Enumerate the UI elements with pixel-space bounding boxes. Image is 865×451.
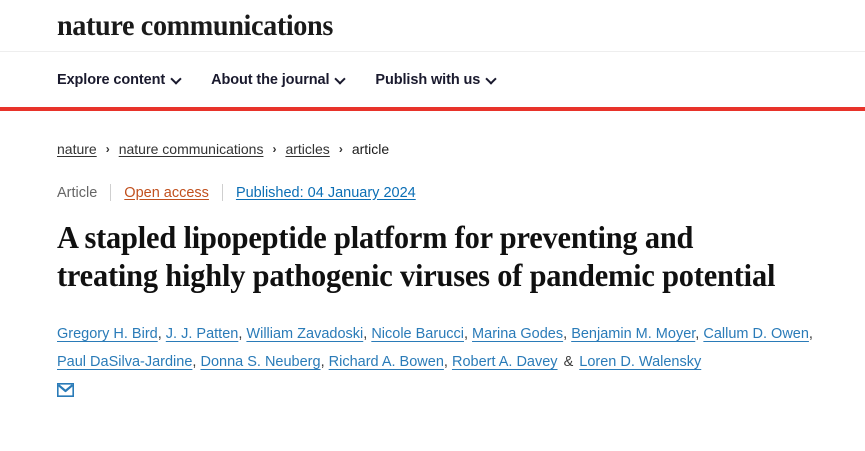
author-link[interactable]: Richard A. Bowen: [328, 354, 444, 371]
author-separator: ,: [695, 325, 704, 342]
masthead: nature communications: [0, 0, 865, 52]
author-link[interactable]: Donna S. Neuberg: [200, 354, 321, 371]
author-separator: ,: [463, 325, 473, 342]
breadcrumb-item-nature-communications[interactable]: nature communications: [118, 141, 264, 157]
author-separator: ,: [157, 325, 166, 342]
meta-divider: [110, 184, 112, 201]
author-separator: ,: [808, 325, 813, 342]
author-conjunction: &: [559, 354, 578, 371]
nav-item-about-the-journal[interactable]: About the journal: [211, 72, 345, 88]
published-date-link[interactable]: Published: 04 January 2024: [235, 184, 416, 201]
open-access-link[interactable]: Open access: [124, 184, 209, 201]
primary-navigation: Explore content About the journal Publis…: [0, 52, 865, 107]
article-meta: Article Open access Published: 04 Januar…: [57, 184, 841, 201]
author-separator: ,: [192, 354, 201, 371]
nav-label-explore-content: Explore content: [57, 71, 166, 88]
breadcrumb-item-nature[interactable]: nature: [57, 141, 97, 157]
breadcrumb-item-articles[interactable]: articles: [285, 141, 330, 157]
nav-label-about-the-journal: About the journal: [211, 71, 330, 88]
breadcrumb-separator-icon: ›: [105, 142, 110, 156]
author-link[interactable]: J. J. Patten: [165, 325, 239, 342]
author-link[interactable]: Marina Godes: [472, 325, 564, 342]
author-separator: ,: [563, 325, 572, 342]
author-link[interactable]: Benjamin M. Moyer: [571, 325, 696, 342]
author-link[interactable]: William Zavadoski: [246, 325, 364, 342]
author-link[interactable]: Paul DaSilva-Jardine: [57, 354, 193, 371]
author-list: Gregory H. Bird, J. J. Patten, William Z…: [57, 320, 841, 377]
page-title: A stapled lipopeptide platform for preve…: [57, 220, 776, 294]
chevron-down-icon: [336, 74, 345, 83]
envelope-icon[interactable]: [56, 382, 75, 398]
journal-logo[interactable]: nature communications: [57, 8, 333, 42]
author-link[interactable]: Loren D. Walensky: [579, 354, 702, 371]
author-separator: ,: [320, 354, 329, 371]
breadcrumb-separator-icon: ›: [338, 142, 343, 156]
meta-divider: [221, 184, 223, 201]
author-separator: ,: [363, 325, 372, 342]
nav-item-explore-content[interactable]: Explore content: [57, 72, 181, 88]
author-separator: ,: [443, 354, 452, 371]
article-content: nature › nature communications › article…: [0, 141, 865, 400]
nav-label-publish-with-us: Publish with us: [375, 71, 481, 88]
chevron-down-icon: [172, 74, 181, 83]
author-link[interactable]: Nicole Barucci: [371, 325, 464, 342]
corresponding-author-row: [56, 380, 841, 400]
chevron-down-icon: [487, 74, 496, 83]
breadcrumb-separator-icon: ›: [272, 142, 277, 156]
nav-item-publish-with-us[interactable]: Publish with us: [375, 72, 496, 88]
author-link[interactable]: Robert A. Davey: [451, 354, 558, 371]
breadcrumb: nature › nature communications › article…: [57, 141, 841, 157]
breadcrumb-item-article: article: [351, 141, 390, 157]
article-type-label: Article: [57, 184, 98, 201]
author-link[interactable]: Callum D. Owen: [703, 325, 809, 342]
author-separator: ,: [238, 325, 247, 342]
author-link[interactable]: Gregory H. Bird: [57, 325, 158, 342]
brand-accent-rule: [0, 107, 865, 111]
